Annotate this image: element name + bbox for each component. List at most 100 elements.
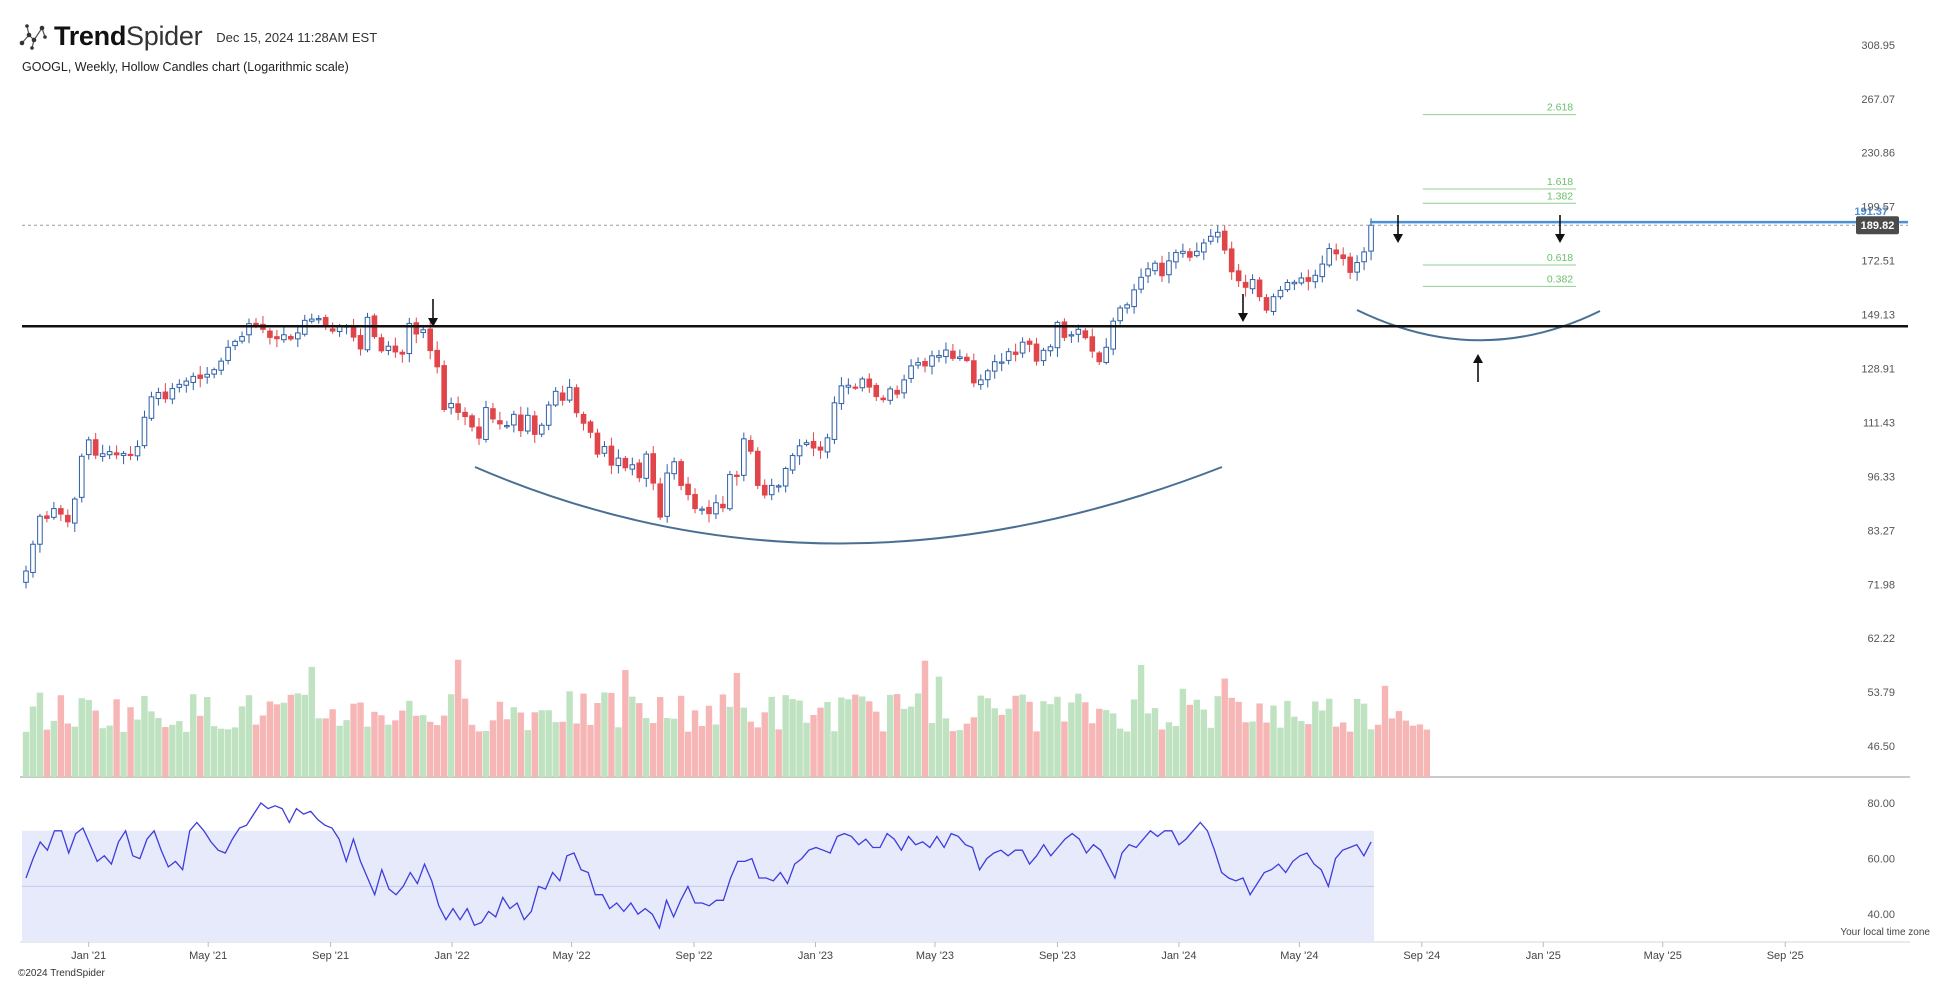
candle-body <box>803 442 810 445</box>
trendspider-network-icon <box>19 24 47 50</box>
candle <box>232 339 238 351</box>
price-tick-label: 62.22 <box>1867 633 1895 645</box>
volume-bar <box>1116 728 1124 777</box>
candle-body <box>385 345 392 351</box>
candle <box>1061 318 1068 342</box>
candle <box>1110 317 1117 356</box>
candle <box>308 313 315 324</box>
candle <box>1124 302 1130 314</box>
candle-body <box>1054 321 1061 349</box>
fib-level-label: 1.382 <box>1547 190 1573 202</box>
candle-body <box>720 503 726 509</box>
candle-body <box>950 350 956 359</box>
candle <box>1159 255 1165 282</box>
price-axis[interactable]: 308.95 267.07 230.86 199.57 172.51 149.13 128.… <box>1856 40 1899 753</box>
candle <box>531 410 538 443</box>
candle <box>720 495 726 513</box>
candle <box>1270 293 1277 316</box>
last-price-label: 189.82 <box>1861 220 1895 232</box>
candle-body <box>622 457 629 469</box>
rsi-line <box>25 802 1372 930</box>
volume-bar <box>873 711 880 777</box>
volume-bar <box>1033 731 1040 777</box>
volume-bar <box>719 694 727 777</box>
candle <box>37 513 43 553</box>
candle <box>281 326 287 343</box>
volume-bar <box>866 701 873 777</box>
candle <box>30 540 36 578</box>
volume-bar <box>712 724 720 777</box>
candle <box>329 322 336 334</box>
candle-body <box>1270 296 1277 312</box>
volume-bar <box>921 660 929 777</box>
candle-body <box>1019 341 1026 354</box>
volume-bar <box>357 702 364 777</box>
candle-body <box>943 349 949 358</box>
candle <box>1096 350 1103 365</box>
candle-body <box>141 416 148 447</box>
brand-logo[interactable]: TrendSpider <box>54 20 203 52</box>
candle <box>483 400 489 443</box>
candle <box>887 386 893 405</box>
volume-bar <box>1179 688 1187 777</box>
last-price-box <box>1856 216 1899 235</box>
volume-bar <box>1144 713 1152 777</box>
candle <box>378 333 385 353</box>
candle-body <box>1291 281 1298 285</box>
volume-bar <box>1270 705 1277 777</box>
volume-bar <box>1402 720 1410 777</box>
candle-body <box>350 325 357 338</box>
volume-bar <box>1054 696 1061 777</box>
candle-body <box>831 402 838 440</box>
candle <box>204 366 210 384</box>
volume-bar <box>573 723 580 777</box>
candle-body <box>936 355 942 358</box>
volume-bar <box>78 698 85 777</box>
candle <box>1340 247 1346 266</box>
volume-bar <box>294 693 301 777</box>
volume-bar <box>963 723 971 777</box>
candle <box>85 436 92 460</box>
brand-bold: Trend <box>54 20 127 51</box>
candle <box>706 500 712 523</box>
volume-bar <box>454 659 462 777</box>
candle-body <box>608 445 615 466</box>
candle-body <box>183 380 190 386</box>
candle-body <box>1033 343 1040 362</box>
candle-body <box>1173 252 1179 263</box>
candle-body <box>1012 351 1019 355</box>
cup-arc <box>474 466 1223 545</box>
volume-bar <box>190 694 197 777</box>
candle <box>559 385 566 406</box>
volume-bar <box>893 694 901 777</box>
candle <box>357 328 364 356</box>
candle <box>775 483 782 493</box>
candle <box>44 511 50 523</box>
candle-body <box>1326 248 1333 266</box>
volume-bar <box>1367 729 1375 777</box>
volume-bar <box>134 719 141 777</box>
volume-bar <box>817 707 824 777</box>
timezone-label[interactable]: Your local time zone <box>1840 927 1930 938</box>
candle-body <box>1110 320 1117 350</box>
volume-bar <box>1409 725 1417 777</box>
candle-body <box>1228 248 1235 273</box>
volume-bar <box>587 724 594 777</box>
candle <box>92 432 99 460</box>
volume-bar <box>524 730 531 777</box>
candle <box>971 353 977 388</box>
volume-bar <box>1151 708 1159 777</box>
candle-body <box>1152 262 1158 272</box>
horizontal-levels: 191.37 <box>22 206 1908 328</box>
fibonacci-extension[interactable]: 2.618 1.618 1.382 0.618 0.382 <box>1422 102 1577 287</box>
candle <box>427 321 434 360</box>
candle <box>1235 263 1242 288</box>
time-axis[interactable]: Jan '21 May '21 Sep '21 Jan '22 May '22 Sep '… <box>71 942 1804 962</box>
candle <box>322 314 329 331</box>
candle <box>1333 243 1340 261</box>
candle-body <box>1166 260 1172 276</box>
candle-body <box>873 384 880 398</box>
candle-body <box>1103 346 1110 363</box>
volume-bar <box>698 726 706 777</box>
